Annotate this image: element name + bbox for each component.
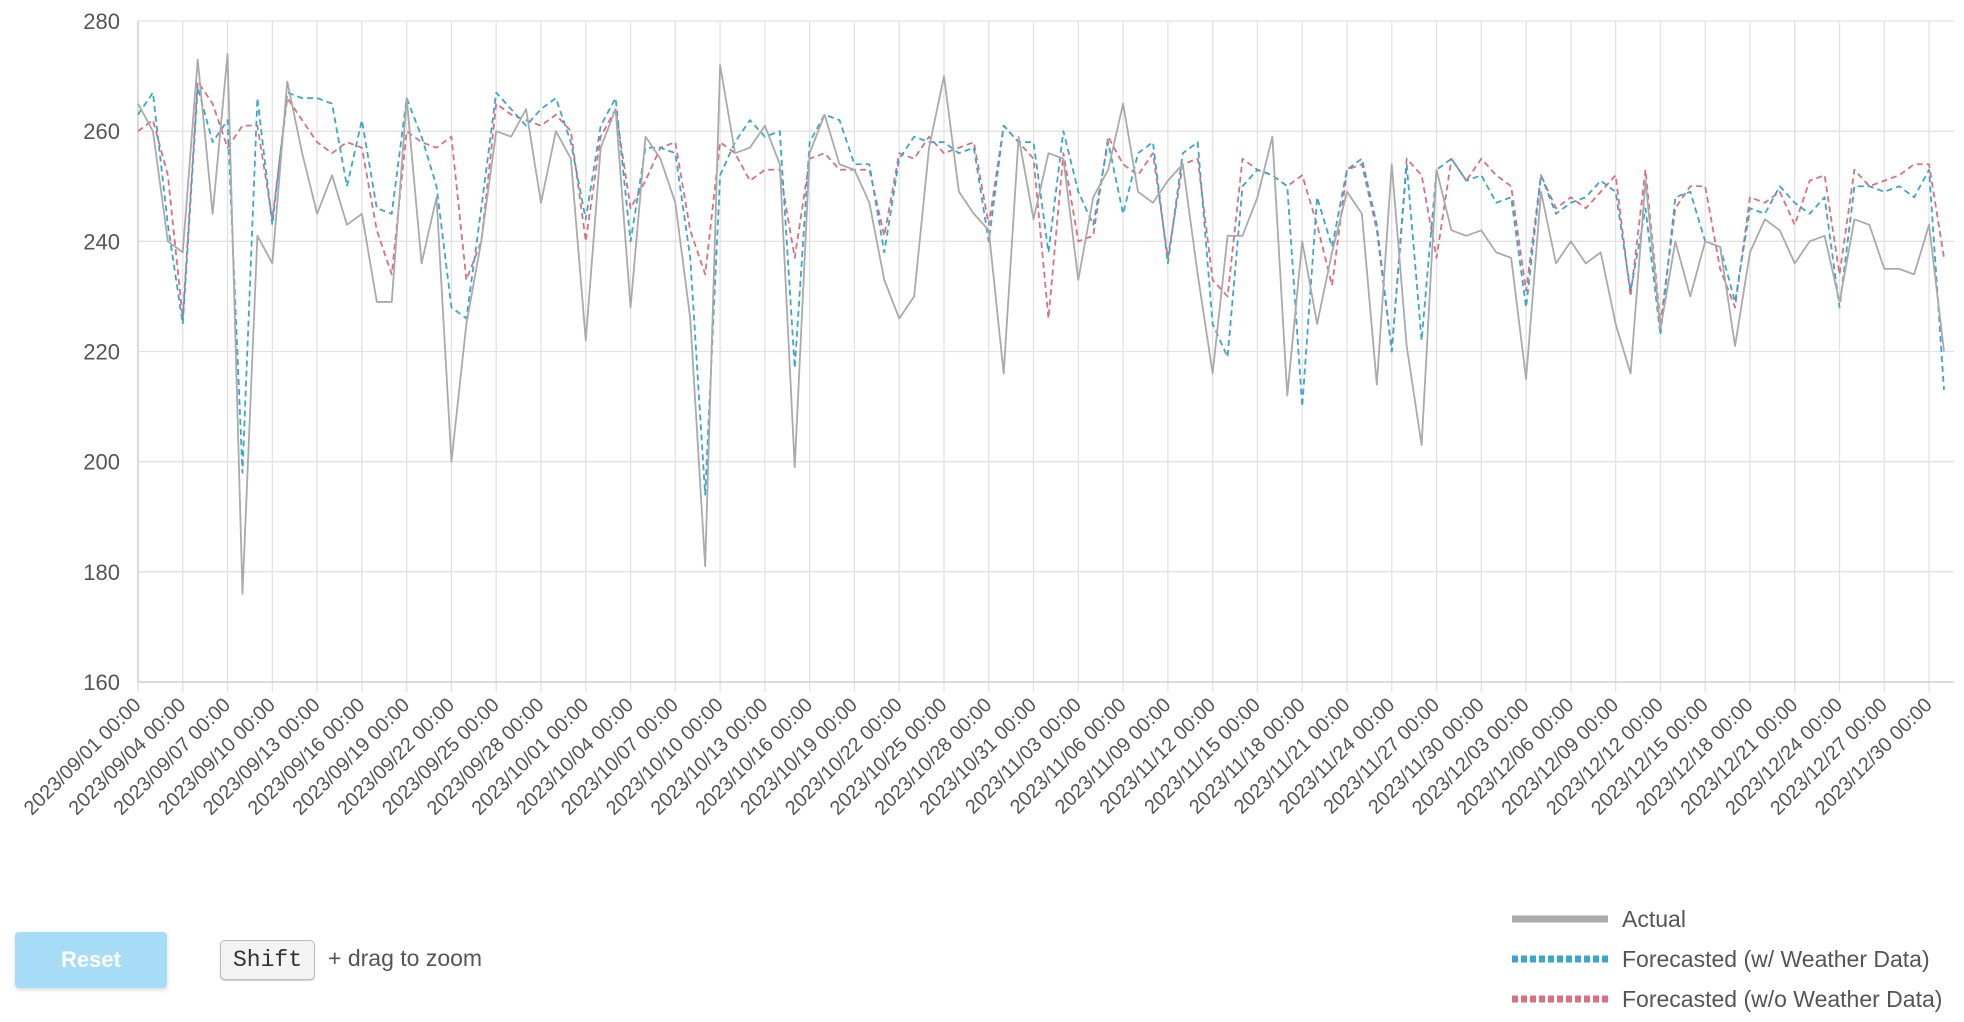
series-line xyxy=(137,80,1945,353)
reset-button[interactable]: Reset xyxy=(15,932,167,988)
legend-label: Forecasted (w/o Weather Data) xyxy=(1622,986,1942,1012)
hint-key: Shift xyxy=(220,940,316,980)
y-tick-label: 240 xyxy=(83,229,120,254)
y-tick-label: 160 xyxy=(83,670,120,695)
legend-label: Actual xyxy=(1622,906,1686,932)
series-line xyxy=(137,86,1945,496)
y-tick-label: 220 xyxy=(83,340,120,365)
legend-item[interactable]: Forecasted (w/o Weather Data) xyxy=(1512,986,1942,1012)
y-tick-label: 200 xyxy=(83,450,120,475)
series-line xyxy=(137,53,1945,595)
y-tick-label: 180 xyxy=(83,560,120,585)
legend-item[interactable]: Forecasted (w/ Weather Data) xyxy=(1512,946,1930,972)
y-tick-label: 280 xyxy=(83,9,120,34)
hint-text: + drag to zoom xyxy=(328,945,483,971)
legend-item[interactable]: Actual xyxy=(1512,906,1686,932)
legend-label: Forecasted (w/ Weather Data) xyxy=(1622,946,1930,972)
y-tick-label: 260 xyxy=(83,119,120,144)
